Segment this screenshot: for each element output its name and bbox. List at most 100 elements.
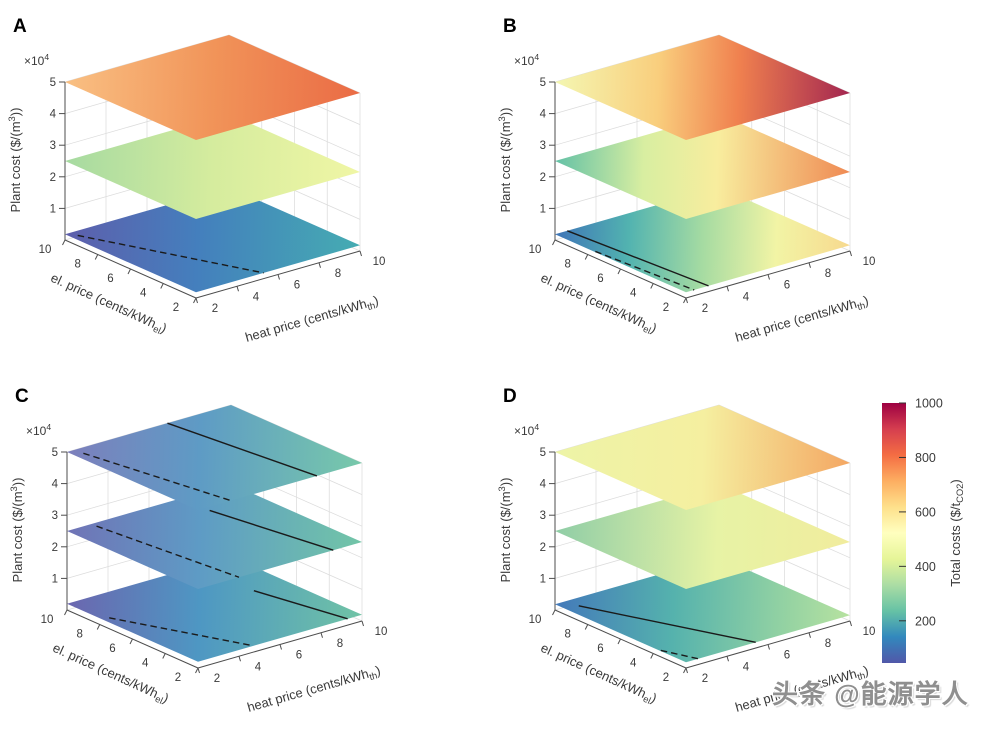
svg-text:×104: ×104 (24, 52, 49, 68)
panel-C-surface-1-contour-solid (209, 509, 334, 551)
panel-letter-A: A (13, 16, 27, 37)
panel-A-tick-labels: 1 2 3 4 5 10 8 6 4 2 2 4 6 8 10 ×104 (24, 52, 385, 315)
svg-text:heat price (cents/kWhth): heat price (cents/kWhth) (243, 292, 380, 346)
panel-C: 1 2 3 4 5 10 8 6 4 2 2 4 6 8 10 ×104 Plant cost ($/(m3))… (8, 386, 388, 716)
svg-text:8: 8 (75, 259, 81, 271)
panel-B-surface-0-contour-dashed (595, 250, 695, 291)
svg-text:2: 2 (175, 672, 181, 684)
svg-text:10: 10 (529, 244, 542, 256)
svg-text:5: 5 (52, 447, 58, 459)
svg-text:2: 2 (702, 303, 708, 315)
svg-text:8: 8 (565, 259, 571, 271)
panel-C-surface-2 (67, 405, 362, 510)
svg-text:6: 6 (597, 273, 603, 285)
svg-text:1: 1 (52, 573, 58, 585)
svg-text:4: 4 (630, 658, 637, 670)
svg-text:4: 4 (255, 661, 262, 673)
colorbar-tick-label: 400 (915, 560, 936, 574)
svg-text:8: 8 (77, 629, 83, 641)
panel-A-surface-1 (65, 114, 360, 219)
panel-B-surface-0-contour-solid (567, 230, 709, 287)
svg-text:4: 4 (540, 479, 547, 491)
panel-C-surface-1 (67, 484, 362, 589)
svg-text:2: 2 (173, 302, 179, 314)
svg-text:4: 4 (743, 661, 750, 673)
svg-text:2: 2 (702, 673, 708, 685)
svg-text:10: 10 (375, 626, 388, 638)
watermark: 头条 @能源学人 (772, 679, 969, 709)
svg-text:6: 6 (109, 643, 115, 655)
svg-text:8: 8 (825, 268, 831, 280)
svg-text:heat price (cents/kWhth): heat price (cents/kWhth) (733, 292, 870, 346)
panel-letter-C: C (15, 386, 29, 407)
svg-text:8: 8 (825, 638, 831, 650)
svg-text:6: 6 (294, 280, 300, 292)
panel-B-surface-2 (555, 35, 850, 140)
svg-text:heat price (cents/kWhth): heat price (cents/kWhth) (245, 662, 382, 716)
svg-text:8: 8 (337, 638, 343, 650)
panel-B-axes (549, 81, 852, 304)
svg-text:10: 10 (529, 614, 542, 626)
svg-text:×104: ×104 (514, 52, 539, 68)
svg-text:5: 5 (50, 77, 56, 89)
svg-text:4: 4 (630, 288, 637, 300)
svg-text:1: 1 (540, 573, 546, 585)
svg-text:1: 1 (50, 203, 56, 215)
panel-D-surface-2 (555, 405, 850, 510)
colorbar-tick-label: 800 (915, 451, 936, 465)
svg-text:6: 6 (784, 280, 790, 292)
svg-text:2: 2 (540, 172, 546, 184)
colorbar-axis-label: Total costs ($/tCO2) (948, 479, 965, 586)
panel-C-surface-0-contour-dashed (109, 617, 254, 647)
panel-C-surface-2-contour-dashed (83, 452, 232, 502)
svg-text:2: 2 (663, 672, 669, 684)
panel-B-surface-1 (555, 114, 850, 219)
svg-text:2: 2 (540, 542, 546, 554)
panel-B-tick-labels: 1 2 3 4 5 10 8 6 4 2 2 4 6 8 10 ×104 (514, 52, 875, 315)
svg-text:4: 4 (253, 291, 260, 303)
panel-D-axes (549, 451, 852, 674)
panel-C-surface-1-contour-dashed (96, 525, 240, 578)
colorbar-gradient (882, 403, 906, 663)
svg-text:Plant cost ($/(m3)): Plant cost ($/(m3)) (6, 108, 23, 213)
colorbar: 1000 800 600 400 200 Total costs ($/tCO2) (882, 397, 965, 663)
svg-text:4: 4 (52, 479, 59, 491)
panel-B-surface-0 (555, 187, 850, 293)
panel-D-tick-labels: 1 2 3 4 5 10 8 6 4 2 2 4 6 8 10 ×104 (514, 422, 875, 685)
svg-text:3: 3 (540, 510, 546, 522)
panel-D-surface-0-contour-dashed (660, 649, 699, 660)
panel-B: 1 2 3 4 5 10 8 6 4 2 2 4 6 8 10 ×104 Plant cost ($/(m3))… (496, 16, 875, 346)
svg-text:1: 1 (540, 203, 546, 215)
svg-text:Plant cost ($/(m3)): Plant cost ($/(m3)) (8, 478, 25, 583)
svg-text:2: 2 (50, 172, 56, 184)
svg-text:4: 4 (142, 658, 149, 670)
svg-text:10: 10 (373, 256, 386, 268)
panel-A-surface-0 (65, 187, 360, 293)
svg-text:3: 3 (540, 140, 546, 152)
panel-A-surface-2 (65, 35, 360, 140)
colorbar-tick-label: 1000 (915, 397, 943, 411)
panel-letter-B: B (503, 16, 517, 37)
svg-text:10: 10 (863, 256, 876, 268)
svg-text:4: 4 (140, 288, 147, 300)
svg-text:2: 2 (214, 673, 220, 685)
panel-C-axes (61, 451, 364, 674)
svg-text:10: 10 (39, 244, 52, 256)
svg-text:2: 2 (212, 303, 218, 315)
svg-text:3: 3 (50, 140, 56, 152)
svg-text:10: 10 (41, 614, 54, 626)
svg-text:8: 8 (565, 629, 571, 641)
svg-text:6: 6 (784, 650, 790, 662)
panel-D-surface-0 (555, 557, 850, 663)
svg-text:5: 5 (540, 447, 546, 459)
svg-text:4: 4 (540, 109, 547, 121)
panel-C-surface-2-contour-solid (167, 422, 318, 477)
svg-text:5: 5 (540, 77, 546, 89)
svg-text:8: 8 (335, 268, 341, 280)
svg-text:2: 2 (52, 542, 58, 554)
colorbar-tick-label: 600 (915, 505, 936, 519)
svg-text:6: 6 (107, 273, 113, 285)
panel-D: 1 2 3 4 5 10 8 6 4 2 2 4 6 8 10 ×104 Plant cost ($/(m3))… (496, 386, 875, 715)
